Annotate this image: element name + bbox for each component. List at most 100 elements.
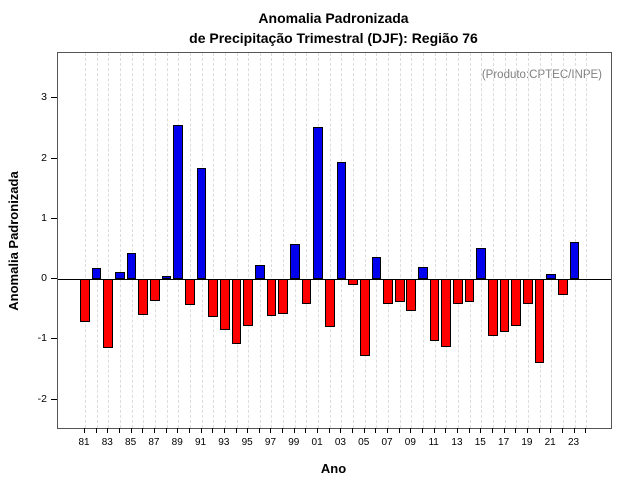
- chart-title: Anomalia Padronizada de Precipitação Tri…: [57, 8, 610, 48]
- bar-1989: [173, 125, 184, 280]
- x-axis-tick: [223, 428, 225, 433]
- gridline: [469, 53, 471, 428]
- bar-1988: [161, 276, 172, 280]
- bar-1991: [196, 167, 207, 280]
- gridline: [586, 53, 588, 428]
- x-axis-tick: [352, 428, 354, 433]
- gridline: [364, 53, 366, 428]
- x-axis-tick-label: 17: [498, 437, 510, 448]
- gridline: [353, 53, 355, 428]
- gridline: [422, 53, 424, 428]
- x-axis-tick-label: 99: [288, 437, 300, 448]
- bar-2005: [359, 279, 370, 357]
- gridline: [551, 53, 553, 428]
- x-axis-tick: [212, 428, 214, 433]
- gridline: [562, 53, 564, 428]
- x-axis-tick-label: 07: [381, 437, 393, 448]
- x-axis-tick-label: 13: [451, 437, 463, 448]
- x-axis-tick: [573, 428, 575, 433]
- chart-title-line2: de Precipitação Trimestral (DJF): Região…: [189, 30, 478, 46]
- gridline: [224, 53, 226, 428]
- bar-2016: [488, 279, 498, 336]
- x-axis-tick-label: 93: [218, 437, 230, 448]
- bar-2009: [406, 279, 417, 312]
- gridline: [457, 53, 459, 428]
- x-axis-tick: [84, 428, 85, 433]
- bar-1992: [208, 279, 219, 318]
- x-axis-tick: [107, 428, 109, 433]
- y-axis-tick-label: 0: [41, 272, 47, 285]
- x-axis-tick-label: 11: [428, 437, 439, 448]
- x-axis-tick: [375, 428, 377, 433]
- x-axis-tick-label: 87: [148, 437, 160, 448]
- bar-2022: [558, 279, 568, 296]
- x-axis-tick: [130, 428, 132, 433]
- gridline: [108, 53, 110, 428]
- bar-2015: [476, 247, 487, 280]
- y-axis-tick-label: 3: [41, 91, 47, 104]
- chart-title-line1: Anomalia Padronizada: [258, 10, 409, 26]
- gridline: [248, 53, 250, 428]
- gridline: [492, 53, 494, 428]
- plot-area: (Produto:CPTEC/INPE): [57, 52, 612, 429]
- bar-1997: [266, 279, 277, 317]
- gridline: [329, 53, 331, 428]
- bar-2014: [464, 279, 475, 302]
- bar-1996: [254, 265, 265, 280]
- y-axis-tick-label: -2: [37, 392, 47, 405]
- bar-2023: [569, 241, 580, 280]
- bar-1994: [231, 279, 242, 345]
- x-axis-tick-label: 21: [544, 437, 556, 448]
- y-axis-tick-label: -1: [37, 332, 47, 345]
- x-axis-tick: [317, 428, 319, 433]
- gridline: [504, 53, 506, 428]
- bar-2018: [511, 279, 522, 326]
- x-axis-tick: [328, 428, 330, 433]
- x-axis-tick: [468, 428, 470, 433]
- x-axis-tick-label: 83: [101, 437, 113, 448]
- x-axis-tick-label: 15: [474, 437, 486, 448]
- gridline: [131, 53, 133, 428]
- gridline: [119, 53, 121, 428]
- x-axis-tick: [550, 428, 552, 433]
- gridline: [213, 53, 215, 428]
- x-axis-tick: [503, 428, 505, 433]
- x-axis-tick: [445, 428, 447, 433]
- x-axis-tick: [526, 428, 528, 433]
- bar-1984: [115, 271, 125, 280]
- gridline: [236, 53, 238, 428]
- bar-1987: [150, 279, 160, 302]
- gridline: [481, 53, 483, 428]
- gridline: [411, 53, 413, 428]
- bar-1986: [138, 279, 149, 316]
- x-axis-tick: [561, 428, 563, 433]
- bar-1982: [91, 267, 102, 280]
- bar-2002: [324, 279, 335, 328]
- bar-2006: [371, 257, 382, 280]
- x-axis-tick: [456, 428, 458, 433]
- x-axis-tick-label: 19: [521, 437, 533, 448]
- gridline: [574, 53, 576, 428]
- bar-1995: [243, 279, 253, 327]
- gridline: [516, 53, 518, 428]
- bar-2007: [383, 279, 393, 305]
- bar-1981: [80, 279, 90, 322]
- zero-line: [58, 279, 611, 281]
- gridline: [189, 53, 191, 428]
- bar-1983: [103, 279, 114, 348]
- bar-2003: [336, 161, 347, 280]
- gridline: [539, 53, 541, 428]
- y-axis-tick: [51, 97, 57, 99]
- y-axis-tick: [51, 398, 57, 400]
- bar-2017: [499, 279, 510, 332]
- x-axis-tick-label: 85: [125, 437, 137, 448]
- x-axis-tick: [387, 428, 389, 433]
- source-note: (Produto:CPTEC/INPE): [481, 69, 602, 81]
- bar-2020: [534, 279, 545, 364]
- x-axis-tick: [282, 428, 284, 433]
- x-axis-tick: [165, 428, 167, 433]
- x-axis-tick: [293, 428, 295, 433]
- x-axis-tick: [480, 428, 482, 433]
- gridline: [376, 53, 378, 428]
